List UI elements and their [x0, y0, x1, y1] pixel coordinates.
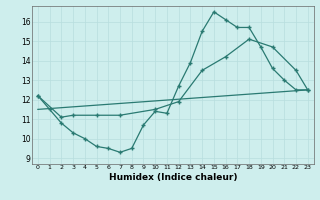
X-axis label: Humidex (Indice chaleur): Humidex (Indice chaleur): [108, 173, 237, 182]
